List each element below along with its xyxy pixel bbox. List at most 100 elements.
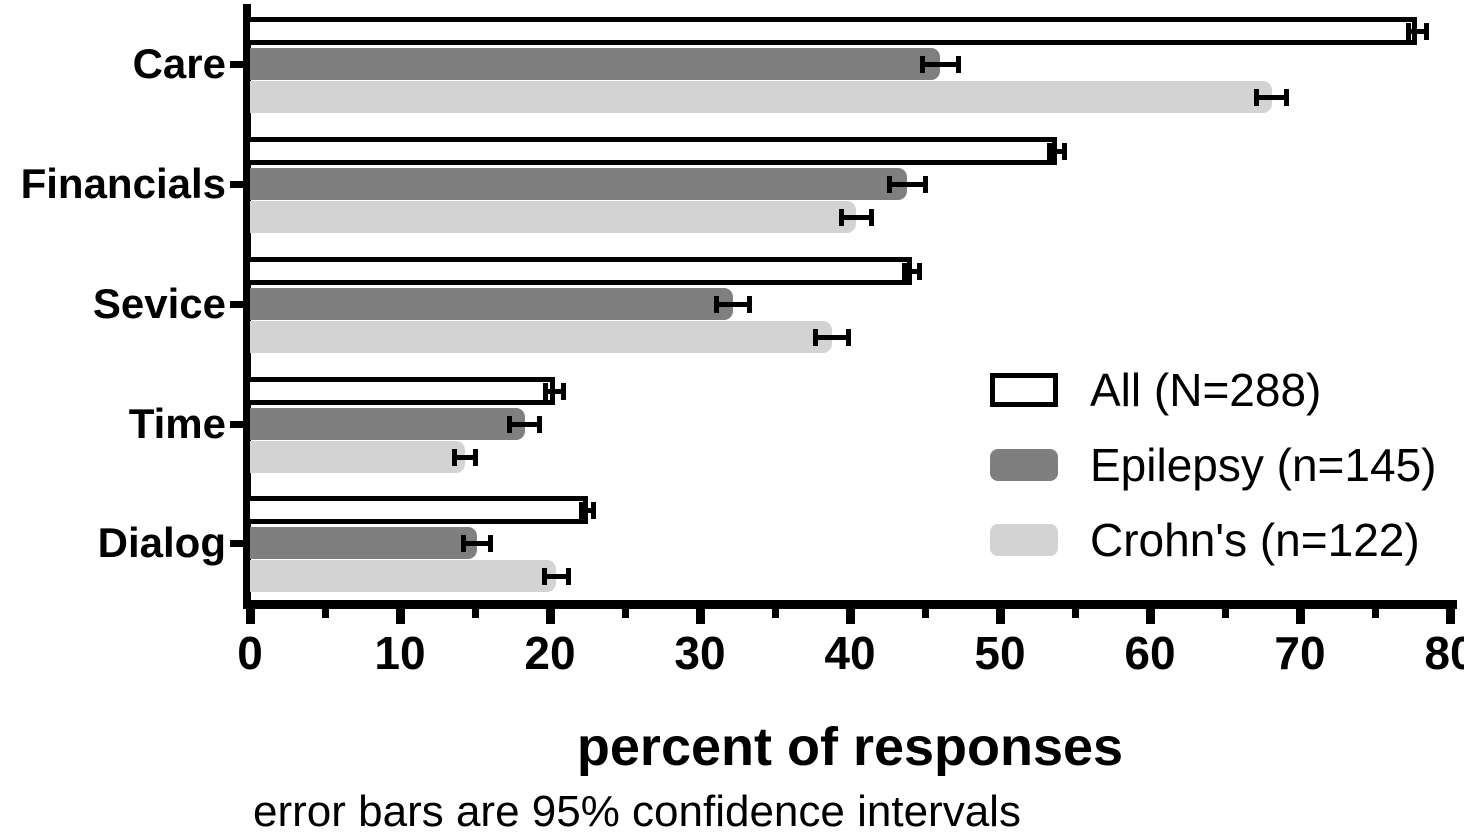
- bar: [250, 408, 525, 440]
- category-label: Financials: [20, 160, 226, 207]
- error-bar-caption: error bars are 95% confidence intervals: [253, 787, 1021, 832]
- error-bar-cap: [591, 501, 596, 519]
- x-axis-minor-tick: [1371, 609, 1379, 618]
- category-label: Sevice: [92, 280, 226, 327]
- error-bar-cap: [747, 295, 752, 313]
- bar: [250, 496, 588, 524]
- error-bar-line: [905, 268, 918, 274]
- x-axis-tick-label: 50: [974, 627, 1026, 679]
- error-bar-cap: [886, 175, 892, 193]
- error-bar-cap: [537, 415, 542, 433]
- x-axis-minor-tick: [921, 609, 929, 618]
- error-bar-cap: [487, 534, 493, 552]
- error-bar-line: [455, 454, 474, 460]
- error-bar-line: [842, 214, 870, 220]
- bar: [250, 441, 465, 473]
- category-tick: [230, 181, 245, 188]
- error-bar-cap: [714, 295, 719, 313]
- category-label: Time: [128, 400, 226, 447]
- x-axis-minor-tick: [1071, 609, 1079, 618]
- x-axis-tick-label: 20: [524, 627, 576, 679]
- bar: [250, 81, 1272, 113]
- error-bar-line: [890, 181, 924, 187]
- error-bar-line: [464, 540, 489, 546]
- category-label: Care: [132, 40, 226, 87]
- x-axis-tick-label: 80: [1424, 627, 1464, 679]
- category-tick: [230, 421, 245, 428]
- error-bar-cap: [1284, 88, 1289, 106]
- error-bar-line: [583, 507, 592, 513]
- error-bar-line: [545, 573, 567, 579]
- error-bar-cap: [919, 55, 925, 73]
- legend-label-all: All (N=288): [1090, 363, 1322, 416]
- x-axis-major-tick: [1295, 609, 1305, 624]
- error-bar-line: [923, 61, 957, 67]
- error-bar-cap: [460, 534, 466, 552]
- bar: [250, 257, 912, 285]
- x-axis-tick-label: 0: [237, 627, 263, 679]
- bar: [250, 201, 856, 233]
- y-axis-line: [243, 4, 251, 609]
- bar: [250, 168, 907, 200]
- error-bar-cap: [955, 55, 961, 73]
- x-axis-major-tick: [395, 609, 405, 624]
- category-tick: [230, 301, 245, 308]
- x-axis-major-tick: [245, 609, 255, 624]
- error-bar-cap: [838, 208, 844, 226]
- legend-item-all: All (N=288): [990, 358, 1436, 421]
- error-bar-cap: [1047, 142, 1052, 160]
- legend-label-crohns: Crohn's (n=122): [1090, 513, 1420, 566]
- error-bar-line: [511, 421, 538, 427]
- legend-swatch-crohns: [990, 523, 1058, 556]
- x-axis-title: percent of responses: [576, 717, 1124, 777]
- legend-item-epilepsy: Epilepsy (n=145): [990, 433, 1436, 496]
- legend: All (N=288) Epilepsy (n=145) Crohn's (n=…: [990, 358, 1436, 583]
- error-bar-cap: [1423, 22, 1429, 40]
- category-label: Dialog: [97, 519, 226, 566]
- x-axis-tick-label: 70: [1274, 627, 1326, 679]
- error-bar-line: [718, 301, 748, 307]
- error-bar-line: [1409, 28, 1425, 34]
- error-bar-cap: [472, 448, 478, 466]
- error-bar-cap: [922, 175, 928, 193]
- error-bar-cap: [901, 262, 907, 280]
- x-axis-minor-tick: [471, 609, 479, 618]
- x-axis-tick-label: 60: [1124, 627, 1176, 679]
- x-axis-major-tick: [845, 609, 855, 624]
- error-bar-cap: [541, 567, 547, 585]
- x-axis-minor-tick: [1221, 609, 1229, 618]
- error-bar-cap: [507, 415, 512, 433]
- error-bar-cap: [451, 448, 457, 466]
- error-bar-line: [1258, 94, 1285, 100]
- x-axis-tick-label: 10: [374, 627, 426, 679]
- legend-item-crohns: Crohn's (n=122): [990, 508, 1436, 571]
- error-bar-cap: [1062, 142, 1067, 160]
- error-bar-line: [1051, 148, 1063, 154]
- x-axis-tick-label: 40: [824, 627, 876, 679]
- legend-swatch-all: [990, 372, 1058, 407]
- x-axis-tick-label: 30: [674, 627, 726, 679]
- x-axis-major-tick: [995, 609, 1005, 624]
- legend-label-epilepsy: Epilepsy (n=145): [1090, 438, 1437, 491]
- bar: [250, 288, 733, 320]
- x-axis-minor-tick: [621, 609, 629, 618]
- category-tick: [230, 61, 245, 68]
- bar: [250, 321, 832, 353]
- x-axis-major-tick: [545, 609, 555, 624]
- bar: [250, 137, 1057, 165]
- bar: [250, 560, 556, 592]
- error-bar-cap: [1405, 22, 1411, 40]
- bar: [250, 17, 1417, 45]
- x-axis-minor-tick: [321, 609, 329, 618]
- error-bar-cap: [813, 328, 818, 346]
- legend-swatch-epilepsy: [990, 448, 1058, 481]
- error-bar-cap: [916, 262, 922, 280]
- error-bar-cap: [868, 208, 874, 226]
- bar: [250, 48, 940, 80]
- x-axis-line: [243, 600, 1457, 609]
- bar: [250, 527, 477, 559]
- error-bar-cap: [579, 501, 584, 519]
- error-bar-line: [817, 334, 847, 340]
- error-bar-cap: [561, 382, 566, 400]
